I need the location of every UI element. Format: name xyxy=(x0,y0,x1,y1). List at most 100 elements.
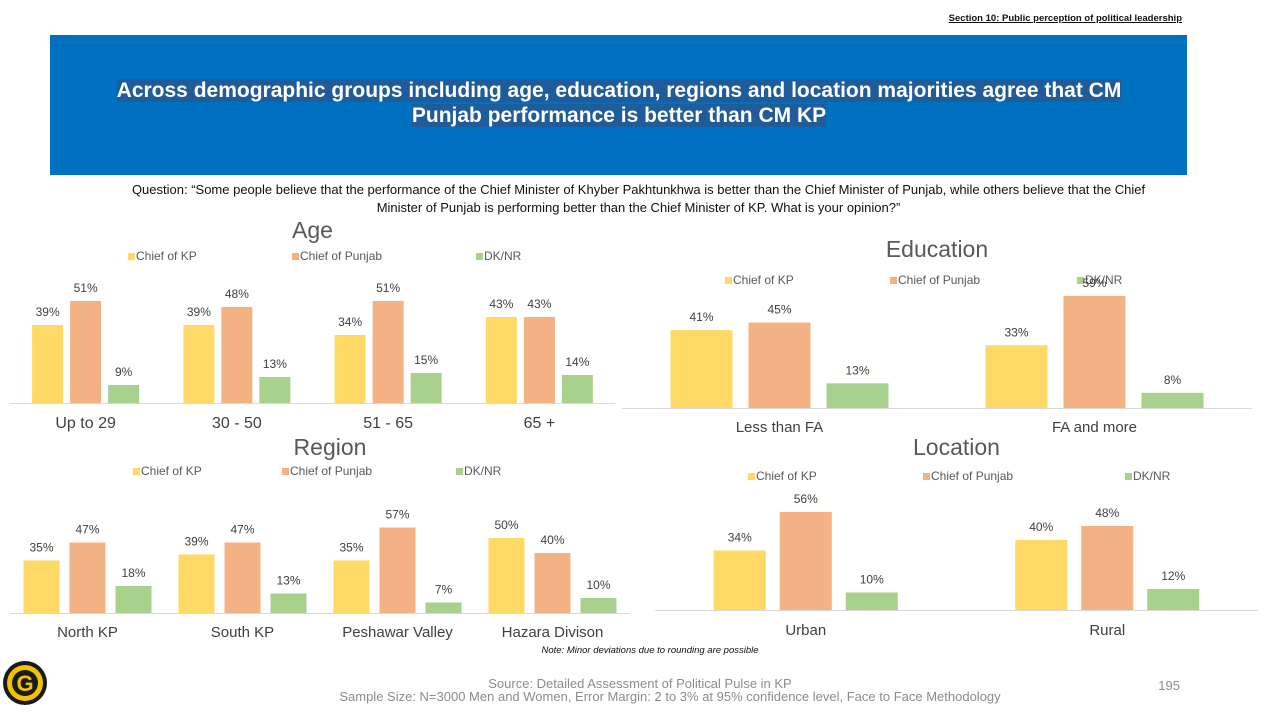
education-data-label-less-than-fa-chief-of-kp: 41% xyxy=(689,310,713,324)
location-bar-urban-chief-of-kp xyxy=(713,550,766,610)
age-legend-swatch-chief-of-punjab xyxy=(292,253,299,260)
location-chart-title: Location xyxy=(913,434,1000,460)
age-bar-up-to-29-chief-of-punjab xyxy=(70,301,102,403)
age-legend-label-chief-of-punjab: Chief of Punjab xyxy=(300,249,382,263)
education-data-label-fa-and-more-chief-of-punjab: 59% xyxy=(1082,276,1106,290)
age-data-label-51-65-chief-of-kp: 34% xyxy=(338,315,362,329)
region-legend-label-chief-of-kp: Chief of KP xyxy=(141,464,202,478)
region-bar-peshawar-valley-chief-of-kp xyxy=(333,560,370,613)
svg-text:G: G xyxy=(16,671,33,696)
region-chart-plot: Chief of KP Chief of Punjab DK/NR 35% 47% 18%… xyxy=(10,464,630,641)
age-chart: Age Chief of KP Chief of Punjab DK/NR 39% 51… xyxy=(10,215,615,440)
region-bar-hazara-divison-dk-nr xyxy=(580,598,617,613)
region-bar-peshawar-valley-chief-of-punjab xyxy=(379,527,416,613)
region-category-label-peshawar-valley: Peshawar Valley xyxy=(342,624,453,641)
education-legend-swatch-chief-of-punjab xyxy=(890,277,897,284)
age-bar-30-50-chief-of-kp xyxy=(183,325,215,403)
region-bar-south-kp-chief-of-kp xyxy=(178,554,215,613)
age-bar-65-dk-nr xyxy=(561,375,593,403)
banner-title: Across demographic groups including age,… xyxy=(80,78,1158,128)
education-bar-less-than-fa-dk-nr xyxy=(826,383,889,408)
region-data-label-north-kp-chief-of-punjab: 47% xyxy=(75,523,99,537)
region-data-label-hazara-divison-chief-of-kp: 50% xyxy=(494,518,518,532)
location-data-label-rural-chief-of-kp: 40% xyxy=(1029,520,1053,534)
age-data-label-51-65-chief-of-punjab: 51% xyxy=(376,281,400,295)
location-data-label-rural-dk-nr: 12% xyxy=(1161,569,1185,583)
location-legend-swatch-chief-of-kp xyxy=(748,473,755,480)
page-number: 195 xyxy=(1158,678,1180,693)
age-legend-swatch-dk-nr xyxy=(476,253,483,260)
education-data-label-less-than-fa-chief-of-punjab: 45% xyxy=(767,303,791,317)
location-bar-rural-dk-nr xyxy=(1147,589,1200,610)
region-bar-hazara-divison-chief-of-kp xyxy=(488,538,525,613)
location-bar-rural-chief-of-kp xyxy=(1015,540,1068,610)
location-data-label-urban-chief-of-kp: 34% xyxy=(728,531,752,545)
age-category-label-up-to-29: Up to 29 xyxy=(55,415,116,432)
banner-title-text: Across demographic groups including age,… xyxy=(116,79,1122,127)
region-bar-north-kp-chief-of-kp xyxy=(23,560,60,613)
education-bar-less-than-fa-chief-of-kp xyxy=(670,330,733,408)
age-data-label-up-to-29-chief-of-kp: 39% xyxy=(36,305,60,319)
region-chart: Region Chief of KP Chief of Punjab DK/NR 35… xyxy=(10,432,630,647)
location-legend-label-chief-of-kp: Chief of KP xyxy=(756,469,817,483)
education-data-label-fa-and-more-chief-of-kp: 33% xyxy=(1004,325,1028,339)
region-data-label-south-kp-chief-of-punjab: 47% xyxy=(230,523,254,537)
age-bar-65-chief-of-kp xyxy=(485,317,517,403)
age-bar-up-to-29-chief-of-kp xyxy=(32,325,64,403)
age-data-label-30-50-chief-of-punjab: 48% xyxy=(225,287,249,301)
age-bar-up-to-29-dk-nr xyxy=(108,385,140,403)
age-bar-51-65-chief-of-kp xyxy=(334,335,366,403)
age-bar-30-50-dk-nr xyxy=(259,377,291,403)
age-data-label-up-to-29-dk-nr: 9% xyxy=(115,365,133,379)
sample-size-text: Sample Size: N=3000 Men and Women, Error… xyxy=(339,689,1001,704)
region-category-label-south-kp: South KP xyxy=(211,624,274,641)
region-data-label-hazara-divison-dk-nr: 10% xyxy=(586,578,610,592)
location-category-label-rural: Rural xyxy=(1089,622,1125,639)
region-category-label-north-kp: North KP xyxy=(57,624,118,641)
location-legend-swatch-chief-of-punjab xyxy=(923,473,930,480)
age-data-label-65-dk-nr: 14% xyxy=(565,355,589,369)
location-chart-plot: Chief of KP Chief of Punjab DK/NR 34% 56% 10%… xyxy=(655,469,1258,639)
location-data-label-urban-dk-nr: 10% xyxy=(860,573,884,587)
region-data-label-peshawar-valley-dk-nr: 7% xyxy=(435,583,453,597)
age-legend-label-chief-of-kp: Chief of KP xyxy=(136,249,197,263)
region-bar-north-kp-chief-of-punjab xyxy=(69,542,106,613)
location-data-label-rural-chief-of-punjab: 48% xyxy=(1095,506,1119,520)
location-legend-label-dk-nr: DK/NR xyxy=(1133,469,1171,483)
region-legend-label-chief-of-punjab: Chief of Punjab xyxy=(290,464,372,478)
location-legend-label-chief-of-punjab: Chief of Punjab xyxy=(931,469,1013,483)
survey-question: Question: “Some people believe that the … xyxy=(131,182,1146,215)
age-category-label-51-65: 51 - 65 xyxy=(363,415,413,432)
region-category-label-hazara-divison: Hazara Divison xyxy=(502,624,604,641)
location-legend-swatch-dk-nr xyxy=(1125,473,1132,480)
age-data-label-51-65-dk-nr: 15% xyxy=(414,353,438,367)
education-chart-plot: Chief of KP Chief of Punjab DK/NR 41% 45% 13%… xyxy=(622,273,1252,436)
education-legend-label-dk-nr: DK/NR xyxy=(1085,273,1123,287)
age-data-label-65-chief-of-kp: 43% xyxy=(489,297,513,311)
education-legend-swatch-chief-of-kp xyxy=(725,277,732,284)
age-category-label-65: 65 + xyxy=(524,415,556,432)
region-data-label-south-kp-chief-of-kp: 39% xyxy=(184,535,208,549)
region-legend-swatch-dk-nr xyxy=(456,468,463,475)
age-data-label-30-50-chief-of-kp: 39% xyxy=(187,305,211,319)
location-bar-rural-chief-of-punjab xyxy=(1081,526,1134,610)
region-bar-hazara-divison-chief-of-punjab xyxy=(534,553,571,613)
education-data-label-fa-and-more-dk-nr: 8% xyxy=(1164,373,1182,387)
education-data-label-less-than-fa-dk-nr: 13% xyxy=(845,363,869,377)
age-bar-65-chief-of-punjab xyxy=(523,317,555,403)
education-bar-fa-and-more-chief-of-punjab xyxy=(1063,295,1126,408)
education-category-label-fa-and-more: FA and more xyxy=(1052,419,1137,436)
education-chart: Education Chief of KP Chief of Punjab DK/N… xyxy=(622,232,1252,442)
region-data-label-peshawar-valley-chief-of-kp: 35% xyxy=(339,541,363,555)
age-chart-plot: Chief of KP Chief of Punjab DK/NR 39% 51% 9% U… xyxy=(10,249,615,432)
education-chart-title: Education xyxy=(885,236,989,262)
rounding-note: Note: Minor deviations due to rounding a… xyxy=(541,645,759,656)
education-bar-fa-and-more-chief-of-kp xyxy=(985,345,1048,408)
region-data-label-south-kp-dk-nr: 13% xyxy=(276,574,300,588)
location-data-label-urban-chief-of-punjab: 56% xyxy=(794,492,818,506)
source-text: Source: Detailed Assessment of Political… xyxy=(488,676,792,691)
region-data-label-peshawar-valley-chief-of-punjab: 57% xyxy=(385,508,409,522)
age-bar-51-65-chief-of-punjab xyxy=(372,301,404,403)
education-category-label-less-than-fa: Less than FA xyxy=(736,419,824,436)
age-data-label-30-50-dk-nr: 13% xyxy=(263,357,287,371)
